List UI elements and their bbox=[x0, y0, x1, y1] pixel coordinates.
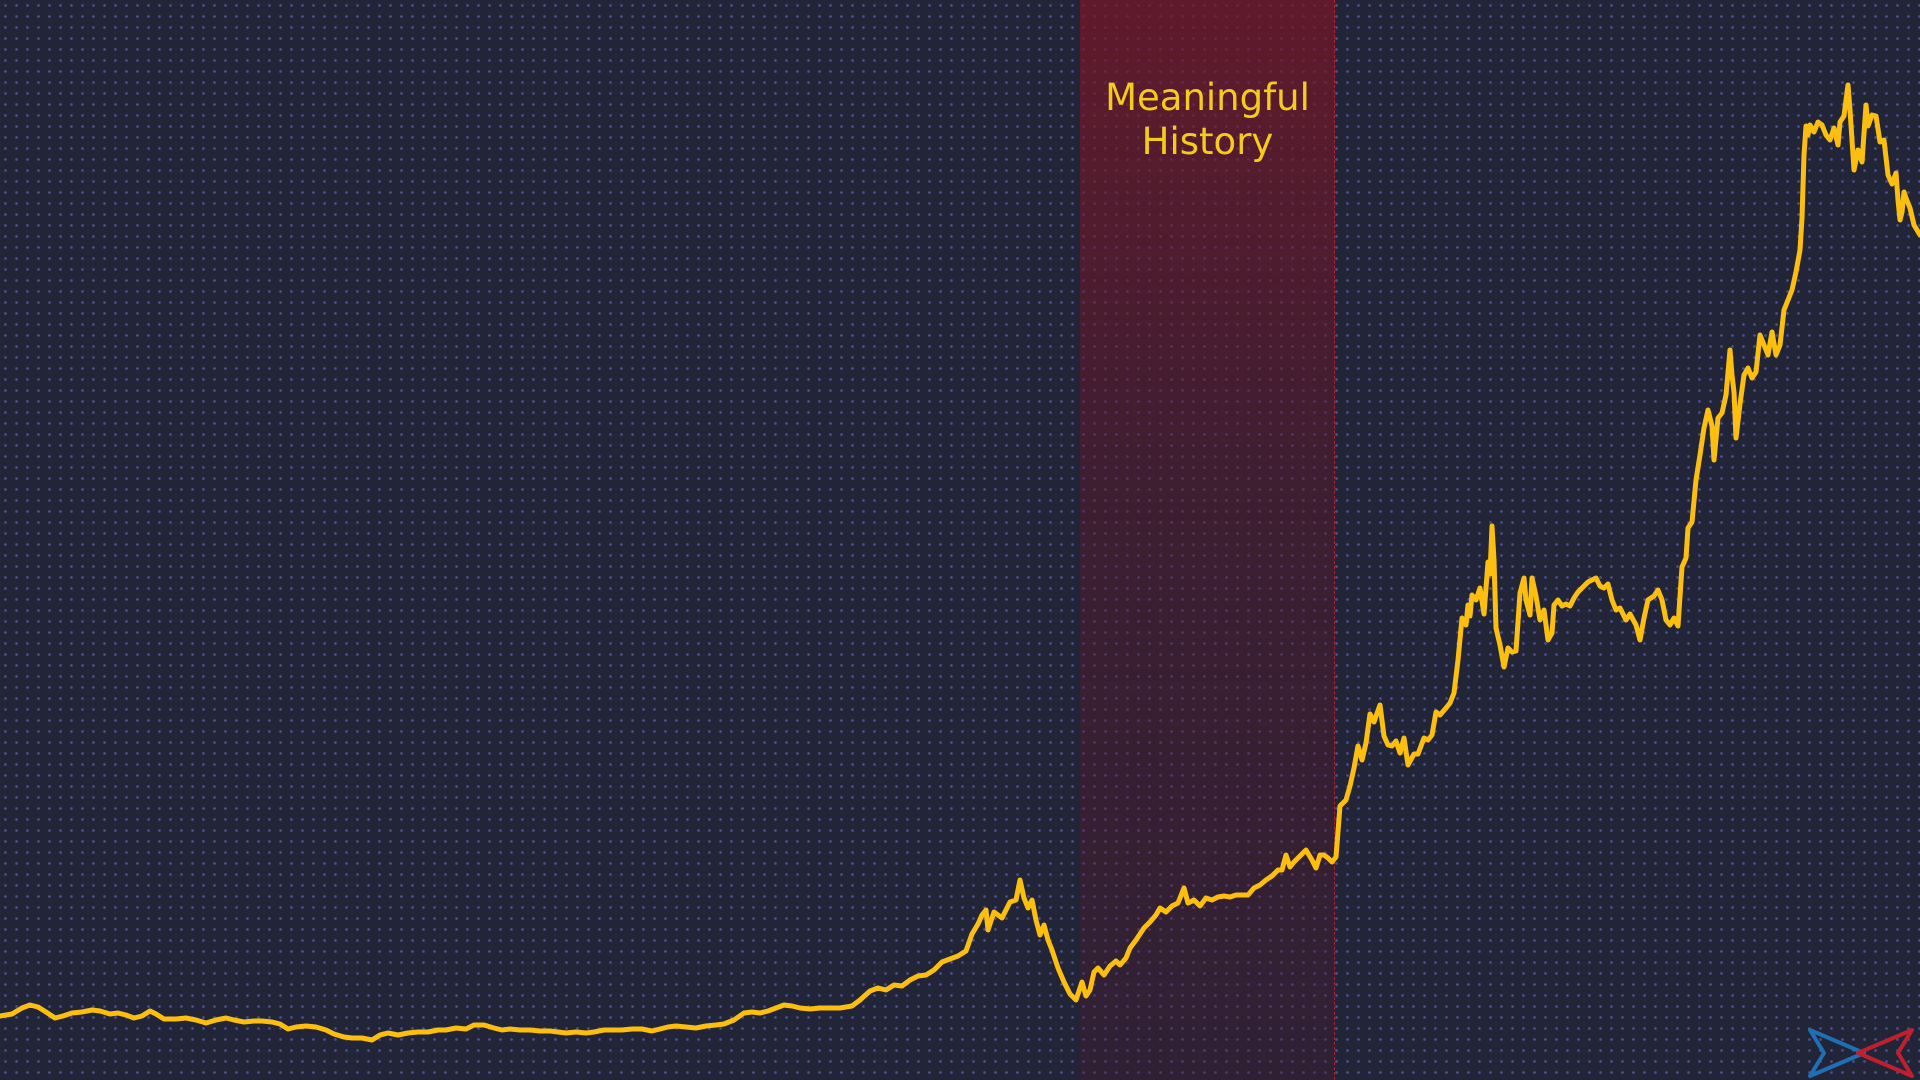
arrowheads-logo-icon bbox=[1808, 1028, 1914, 1078]
band-label: Meaningful History bbox=[1105, 76, 1310, 163]
series-line-0 bbox=[0, 82, 1920, 1043]
